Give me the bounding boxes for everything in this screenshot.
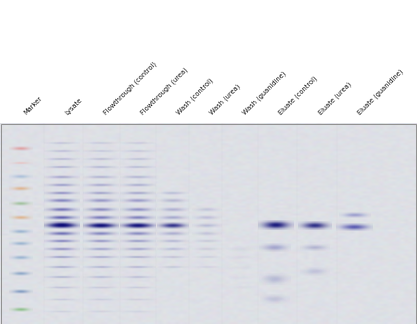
- Text: Wash (guanidine): Wash (guanidine): [242, 70, 288, 116]
- Text: Lysate: Lysate: [64, 97, 83, 116]
- Text: Wash (urea): Wash (urea): [208, 83, 241, 116]
- Text: Eluate (control): Eluate (control): [277, 75, 319, 116]
- Text: Flowthrough (urea): Flowthrough (urea): [140, 66, 189, 116]
- Text: Wash (control): Wash (control): [175, 77, 214, 116]
- Text: Eluate (guanidine): Eluate (guanidine): [357, 68, 404, 116]
- Text: Flowthrough (control): Flowthrough (control): [102, 60, 158, 116]
- Text: Eluate (urea): Eluate (urea): [317, 80, 352, 116]
- Text: Marker: Marker: [23, 95, 43, 116]
